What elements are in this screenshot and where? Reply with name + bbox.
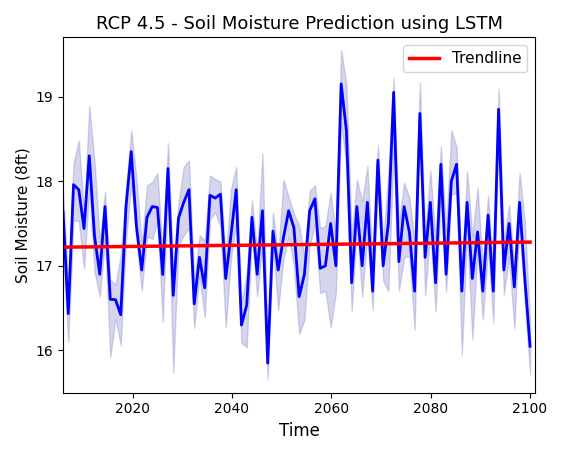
X-axis label: Time: Time <box>279 422 319 440</box>
Trendline <box>526 239 533 245</box>
Trendline <box>385 241 392 246</box>
Trendline <box>202 243 208 248</box>
Line: Trendline: Trendline <box>63 242 530 247</box>
Trendline <box>60 244 66 250</box>
Trendline <box>123 244 129 249</box>
Legend: Trendline: Trendline <box>403 45 528 72</box>
Y-axis label: Soil Moisture (8ft): Soil Moisture (8ft) <box>15 147 30 283</box>
Title: RCP 4.5 - Soil Moisture Prediction using LSTM: RCP 4.5 - Soil Moisture Prediction using… <box>96 15 503 33</box>
Trendline <box>506 240 512 245</box>
Trendline <box>448 240 455 246</box>
Trendline <box>458 240 465 246</box>
